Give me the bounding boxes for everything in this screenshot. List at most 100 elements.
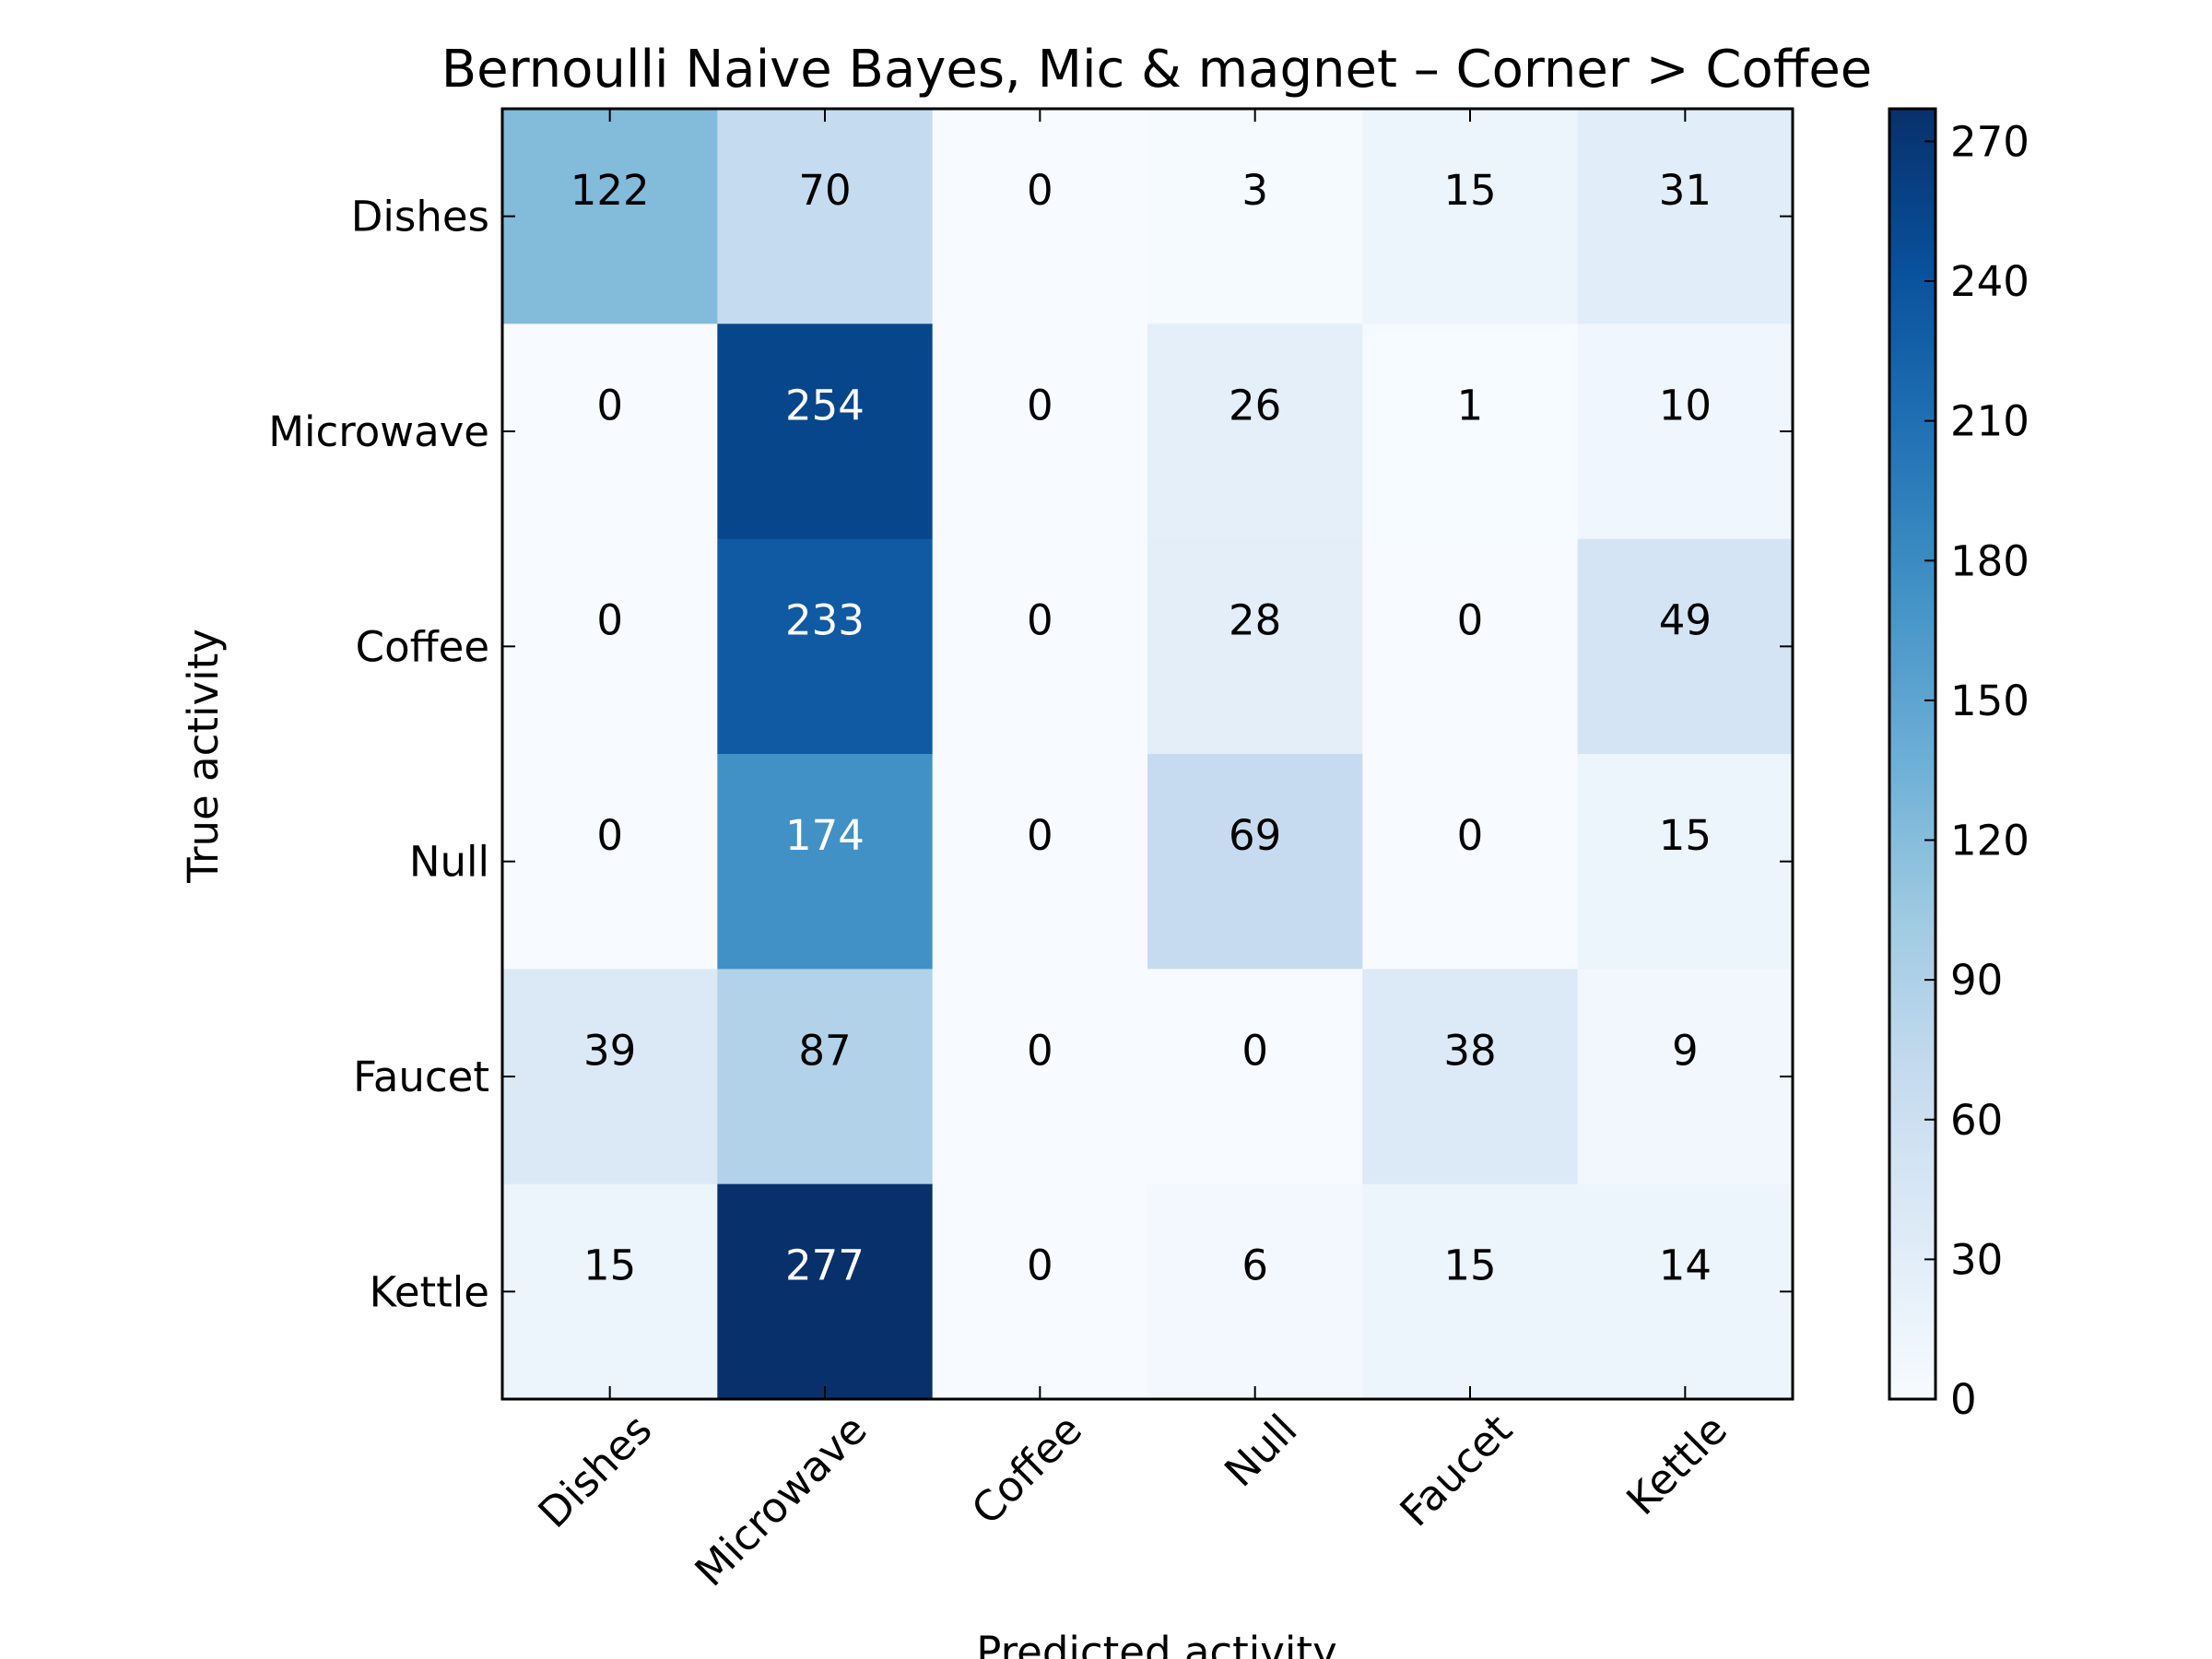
y-axis-label: True activity — [179, 629, 228, 884]
heatmap-cell — [1362, 324, 1579, 540]
plot-frame — [500, 107, 1794, 1401]
heatmap-cell — [1577, 538, 1794, 755]
heatmap-cell — [1577, 1183, 1794, 1400]
colorbar-tick-label: 90 — [1950, 956, 2003, 1005]
cell-value-label: 9 — [1672, 1026, 1699, 1075]
heatmap-cell — [1147, 324, 1363, 540]
x-tick-label: Dishes — [529, 1405, 662, 1537]
cell-value-label: 31 — [1659, 166, 1712, 215]
heatmap-cells — [502, 109, 1794, 1400]
colorbar-gradient — [1889, 109, 1936, 1399]
cell-value-label: 0 — [1027, 811, 1053, 860]
chart-title: Bernoulli Naive Bayes, Mic & magnet – Co… — [441, 40, 1873, 100]
heatmap-cell — [717, 538, 934, 755]
heatmap-cell — [1362, 754, 1579, 970]
cell-value-label: 6 — [1241, 1241, 1268, 1290]
y-tick-label: Kettle — [370, 1267, 489, 1316]
heatmap-cell — [932, 1183, 1148, 1400]
cell-value-label: 39 — [583, 1026, 636, 1075]
cell-value-label: 38 — [1443, 1026, 1496, 1075]
cell-value-label: 0 — [1027, 1241, 1053, 1290]
heatmap-cell — [502, 109, 718, 324]
cell-value-label: 14 — [1659, 1241, 1712, 1290]
heatmap-cell — [717, 109, 934, 324]
colorbar-tick-label: 30 — [1950, 1235, 2003, 1284]
heatmap-cell — [717, 1183, 934, 1400]
cell-value-label: 15 — [1659, 811, 1712, 860]
cell-value-label: 87 — [798, 1026, 851, 1075]
cell-value-label: 3 — [1241, 166, 1268, 215]
heatmap-cell — [1362, 1183, 1579, 1400]
heatmap-cell — [1147, 109, 1363, 324]
heatmap-cell — [1147, 969, 1363, 1185]
heatmap-cell — [1577, 109, 1794, 324]
y-tick-label: Faucet — [353, 1053, 489, 1101]
cell-value-label: 0 — [596, 596, 623, 645]
y-tick-label: Microwave — [268, 407, 489, 456]
colorbar-tick-label: 270 — [1950, 117, 2030, 166]
x-tick-label: Null — [1215, 1405, 1306, 1496]
x-axis-label: Predicted activity — [976, 1628, 1336, 1659]
cell-value-label: 0 — [1027, 166, 1053, 215]
x-tick-labels: Dishes Microwave Coffee Null Faucet Kettle — [529, 1405, 1736, 1595]
cell-value-label: 15 — [1443, 1241, 1496, 1290]
cell-value-label: 15 — [1443, 166, 1496, 215]
y-tick-label: Dishes — [351, 193, 489, 241]
colorbar: 0 30 60 90 120 150 180 210 240 270 — [1888, 107, 2030, 1424]
axis-ticks — [502, 109, 1793, 1399]
x-tick-label: Coffee — [962, 1405, 1091, 1534]
heatmap-cell — [1362, 969, 1579, 1185]
heatmap-cell — [932, 969, 1148, 1185]
colorbar-tick-label: 0 — [1950, 1375, 1977, 1424]
heatmap-cell — [502, 969, 718, 1185]
heatmap-cell — [717, 754, 934, 970]
cell-value-label: 69 — [1229, 811, 1281, 860]
heatmap-cell — [932, 324, 1148, 540]
heatmap-cell — [502, 1183, 718, 1400]
cell-value-label: 0 — [596, 381, 623, 429]
y-tick-labels: Dishes Microwave Coffee Null Faucet Kettle — [268, 193, 489, 1317]
cell-value-label: 1 — [1457, 381, 1484, 429]
colorbar-ticks: 0 30 60 90 120 150 180 210 240 270 — [1924, 117, 2030, 1424]
heatmap-cell — [502, 538, 718, 755]
heatmap-cell — [502, 324, 718, 540]
cell-value-label: 49 — [1659, 596, 1712, 645]
y-tick-label: Null — [409, 838, 489, 887]
cell-value-label: 28 — [1229, 596, 1281, 645]
cell-value-label: 0 — [1027, 1026, 1053, 1075]
heatmap-cell — [1362, 109, 1579, 324]
x-tick-label: Kettle — [1617, 1405, 1736, 1524]
heatmap-cell — [1577, 324, 1794, 540]
cell-value-label: 0 — [1241, 1026, 1268, 1075]
heatmap-cell — [717, 324, 934, 540]
heatmap-cell — [932, 109, 1148, 324]
cell-value-label: 0 — [1027, 381, 1053, 429]
heatmap-cell — [1577, 754, 1794, 970]
cell-value-label: 233 — [785, 596, 865, 645]
cell-value-label: 0 — [1457, 596, 1484, 645]
heatmap-cell — [1147, 754, 1363, 970]
cell-value-label: 174 — [785, 811, 865, 860]
cell-value-label: 254 — [785, 381, 865, 429]
heatmap-cell — [932, 538, 1148, 755]
colorbar-tick-label: 60 — [1950, 1096, 2003, 1145]
colorbar-tick-label: 120 — [1950, 817, 2030, 865]
heatmap-cell — [1147, 1183, 1363, 1400]
cell-value-label: 122 — [571, 166, 650, 215]
colorbar-tick-label: 210 — [1950, 397, 2030, 446]
cell-value-label: 277 — [785, 1241, 865, 1290]
colorbar-tick-label: 150 — [1950, 677, 2030, 725]
cell-value-label: 0 — [596, 811, 623, 860]
colorbar-tick-label: 180 — [1950, 536, 2030, 585]
colorbar-frame — [1888, 107, 1937, 1401]
x-tick-label: Microwave — [686, 1405, 877, 1595]
x-tick-label: Faucet — [1391, 1405, 1522, 1535]
heatmap-cell — [932, 754, 1148, 970]
cell-value-label: 0 — [1457, 811, 1484, 860]
cell-value-label: 26 — [1229, 381, 1281, 429]
cell-value-label: 70 — [798, 166, 851, 215]
colorbar-tick-label: 240 — [1950, 257, 2030, 306]
cell-value-label: 10 — [1659, 381, 1712, 429]
cell-value-label: 0 — [1027, 596, 1053, 645]
